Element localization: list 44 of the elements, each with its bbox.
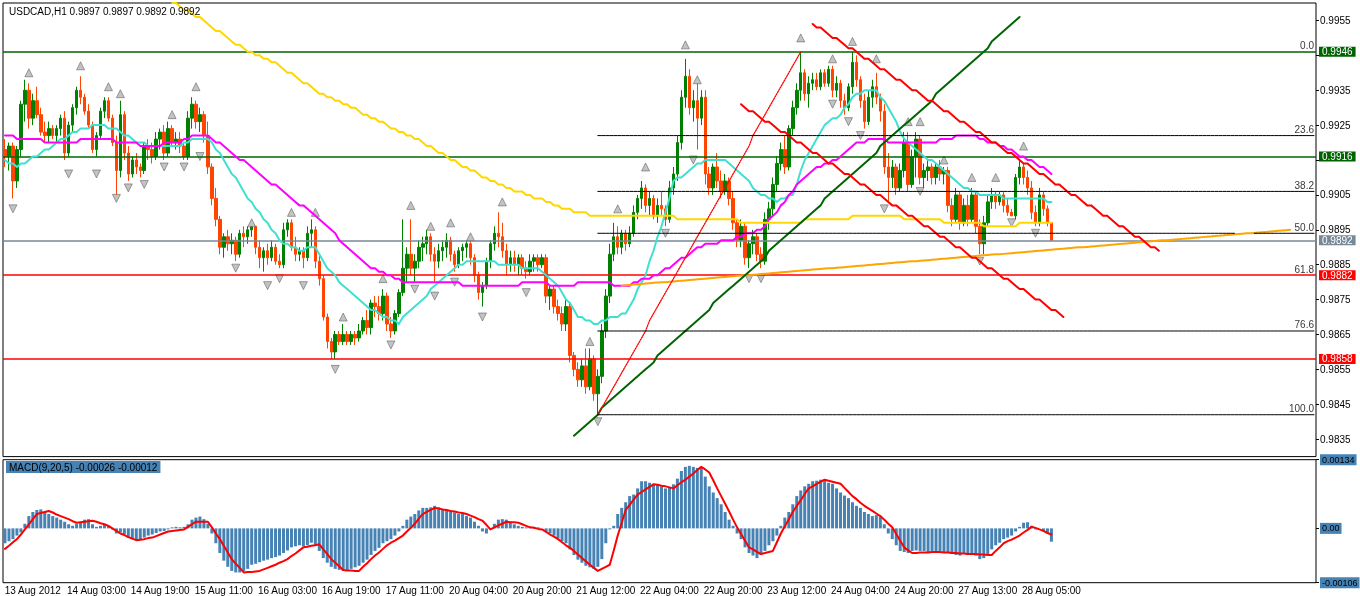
annotation: 0.0 (1300, 40, 1315, 52)
annotation: 76.6 (1294, 319, 1315, 331)
x-tick-label: 23 Aug 12:00 (767, 585, 827, 596)
annotation: 50.0 (1294, 221, 1315, 233)
y-tick-label: -0.00106 (1322, 577, 1358, 588)
x-tick-label: 20 Aug 04:00 (448, 585, 509, 596)
y-tick-label: 0.9885 (1320, 259, 1352, 271)
y-tick-label: 0.9855 (1320, 363, 1352, 375)
y-tick-label: 0.9865 (1320, 328, 1352, 340)
x-tick-label: 14 Aug 03:00 (67, 585, 127, 596)
y-tick-label: 0.00 (1322, 523, 1340, 534)
annotation: 100.0 (1288, 403, 1315, 415)
y-tick-label: 0.9845 (1320, 398, 1352, 410)
x-tick-label: 16 Aug 03:00 (258, 585, 318, 596)
y-tick-label: 0.9835 (1320, 433, 1352, 445)
y-tick-label: 0.00134 (1322, 454, 1355, 465)
ref-line-label: 0.9892 (1322, 234, 1354, 246)
x-tick-label: 27 Aug 13:00 (958, 585, 1018, 596)
x-tick-label: 22 Aug 04:00 (639, 585, 700, 596)
ref-line-label: 0.9916 (1322, 151, 1354, 163)
annotation: 38.2 (1294, 179, 1315, 191)
chart-title: MACD(9,20,5) -0.00026 -0.00012 (9, 461, 158, 473)
x-tick-label: 13 Aug 2012 (4, 585, 62, 596)
ref-line-label: 0.9858 (1322, 353, 1354, 365)
y-tick-label: 0.9955 (1320, 14, 1352, 26)
annotation: 23.6 (1294, 124, 1315, 136)
x-tick-label: 28 Aug 05:00 (1021, 585, 1082, 596)
x-tick-label: 21 Aug 12:00 (576, 585, 636, 596)
x-tick-label: 22 Aug 20:00 (703, 585, 764, 596)
x-tick-label: 15 Aug 11:00 (194, 585, 254, 596)
ref-line-label: 0.9882 (1322, 269, 1354, 281)
annotation: 61.8 (1294, 263, 1315, 275)
ref-line-label: 0.9946 (1322, 46, 1354, 58)
x-tick-label: 14 Aug 19:00 (130, 585, 191, 596)
x-tick-label: 20 Aug 20:00 (512, 585, 573, 596)
x-tick-label: 16 Aug 19:00 (321, 585, 382, 596)
y-tick-label: 0.9925 (1320, 119, 1352, 131)
y-tick-label: 0.9875 (1320, 294, 1352, 306)
x-tick-label: 17 Aug 11:00 (385, 585, 445, 596)
y-tick-label: 0.9935 (1320, 84, 1352, 96)
y-tick-label: 0.9905 (1320, 189, 1352, 201)
x-tick-label: 24 Aug 20:00 (894, 585, 954, 596)
x-tick-label: 24 Aug 04:00 (830, 585, 891, 596)
y-tick-label: 0.9895 (1320, 224, 1352, 236)
